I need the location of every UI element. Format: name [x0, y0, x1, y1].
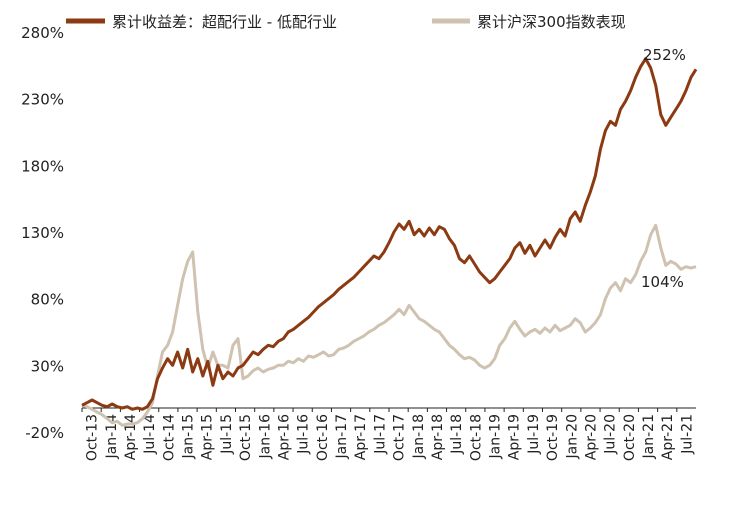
x-tick-label: Jul-18 — [449, 414, 465, 455]
x-tick-label: Apr-18 — [430, 414, 446, 460]
x-tick-label: Oct-18 — [468, 414, 484, 461]
x-tick-label: Jan-15 — [181, 414, 197, 459]
x-tick-label: Apr-14 — [123, 414, 139, 460]
x-tick-label: Jan-21 — [641, 414, 657, 459]
y-tick-label: -20% — [25, 424, 64, 442]
end-label-series-1: 252% — [643, 46, 686, 64]
y-tick-label: 130% — [21, 224, 64, 242]
legend: 累计收益差：超配行业 - 低配行业 累计沪深300指数表现 — [66, 13, 626, 31]
x-tick-label: Oct-13 — [85, 414, 101, 461]
x-tick-label: Oct-14 — [161, 414, 177, 461]
x-axis-ticks: Oct-13 Jan-14 Apr-14 Jul-14 Oct-14 Jan-15 Apr-… — [81, 408, 695, 461]
x-tick-label: Oct-15 — [238, 414, 254, 461]
x-tick-label: Oct-16 — [315, 414, 331, 461]
x-tick-label: Jul-15 — [219, 414, 235, 455]
y-tick-label: 80% — [31, 291, 64, 309]
y-tick-label: 180% — [21, 157, 64, 175]
x-tick-label: Apr-16 — [276, 414, 292, 460]
x-tick-label: Jan-16 — [257, 414, 273, 460]
y-axis-ticks: -20% 30% 80% 130% 180% 230% 280% — [21, 24, 64, 442]
x-tick-label: Apr-19 — [507, 414, 523, 460]
x-tick-label: Jul-19 — [526, 414, 542, 455]
series-layer — [81, 57, 698, 427]
x-tick-label: Apr-15 — [200, 414, 216, 460]
x-tick-label: Jan-19 — [488, 414, 504, 459]
x-tick-label: Jul-21 — [679, 414, 695, 455]
x-tick-label: Apr-20 — [583, 414, 599, 460]
x-tick-label: Oct-20 — [622, 414, 638, 461]
end-label-series-2: 104% — [641, 273, 684, 291]
x-tick-label: Jul-14 — [142, 414, 158, 455]
y-tick-label: 280% — [21, 24, 64, 42]
series-line-csi300 — [81, 223, 697, 427]
legend-label-series-2: 累计沪深300指数表现 — [477, 13, 626, 31]
x-tick-label: Apr-21 — [660, 414, 676, 460]
legend-label-series-1: 累计收益差：超配行业 - 低配行业 — [112, 13, 337, 31]
x-tick-label: Jan-18 — [411, 414, 427, 459]
x-tick-label: Oct-19 — [545, 414, 561, 461]
x-tick-label: Jul-17 — [372, 414, 388, 455]
y-tick-label: 30% — [31, 357, 64, 375]
x-tick-label: Jul-16 — [296, 414, 312, 455]
x-tick-label: Jan-17 — [334, 414, 350, 459]
x-tick-label: Apr-17 — [353, 414, 369, 460]
x-tick-label: Jan-20 — [564, 414, 580, 459]
y-tick-label: 230% — [21, 91, 64, 109]
x-tick-label: Jan-14 — [104, 414, 120, 460]
series-line-excess-return — [81, 57, 698, 411]
x-tick-label: Jul-20 — [603, 414, 619, 455]
x-tick-label: Oct-17 — [392, 414, 408, 461]
